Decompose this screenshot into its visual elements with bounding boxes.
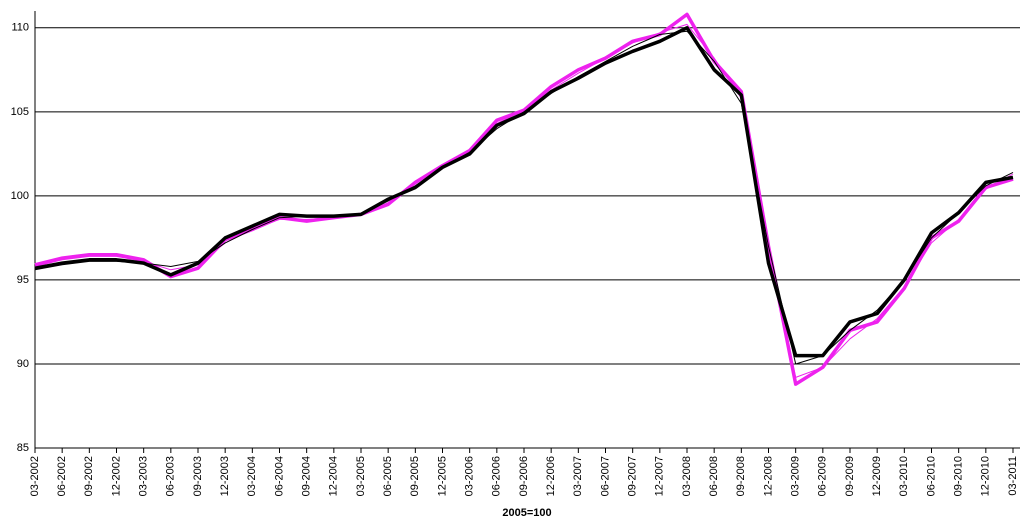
x-tick-label: 03-2007 xyxy=(572,456,584,496)
x-tick-label: 09-2003 xyxy=(192,456,204,496)
x-tick-label: 09-2004 xyxy=(301,456,313,496)
x-tick-label: 12-2003 xyxy=(219,456,231,496)
y-tick-label: 90 xyxy=(17,358,29,370)
x-tick-label: 09-2005 xyxy=(409,456,421,496)
x-tick-label: 03-2009 xyxy=(790,456,802,496)
x-tick-label: 03-2006 xyxy=(464,456,476,496)
x-tick-label: 03-2003 xyxy=(138,456,150,496)
x-tick-label: 06-2003 xyxy=(165,456,177,496)
base-note: 2005=100 xyxy=(502,507,551,519)
x-tick-label: 03-2011 xyxy=(1007,456,1019,496)
y-tick-label: 85 xyxy=(17,442,29,454)
x-tick-label: 12-2008 xyxy=(762,456,774,496)
x-tick-label: 12-2006 xyxy=(545,456,557,496)
x-tick-label: 03-2010 xyxy=(898,456,910,496)
x-tick-label: 12-2010 xyxy=(980,456,992,496)
x-tick-label: 06-2007 xyxy=(599,456,611,496)
y-tick-label: 110 xyxy=(11,22,29,34)
x-tick-label: 09-2006 xyxy=(518,456,530,496)
x-tick-label: 09-2009 xyxy=(844,456,856,496)
x-tick-label: 06-2005 xyxy=(382,456,394,496)
x-tick-label: 06-2008 xyxy=(708,456,720,496)
x-tick-label: 12-2007 xyxy=(654,456,666,496)
x-tick-label: 09-2002 xyxy=(83,456,95,496)
x-tick-label: 09-2010 xyxy=(953,456,965,496)
x-tick-label: 03-2008 xyxy=(681,456,693,496)
x-tick-label: 12-2009 xyxy=(871,456,883,496)
x-tick-label: 12-2004 xyxy=(328,456,340,496)
x-tick-label: 03-2004 xyxy=(246,456,258,496)
y-tick-label: 105 xyxy=(11,106,29,118)
x-tick-label: 06-2006 xyxy=(491,456,503,496)
y-tick-label: 95 xyxy=(17,274,29,286)
series-line xyxy=(34,26,1014,358)
x-tick-label: 12-2002 xyxy=(110,456,122,496)
x-tick-label: 06-2009 xyxy=(817,456,829,496)
series-line xyxy=(34,30,1014,365)
x-tick-label: 09-2007 xyxy=(627,456,639,496)
y-tick-label: 100 xyxy=(11,190,29,202)
x-tick-label: 06-2010 xyxy=(925,456,937,496)
x-tick-label: 12-2005 xyxy=(436,456,448,496)
x-tick-label: 09-2008 xyxy=(735,456,747,496)
x-tick-label: 06-2002 xyxy=(56,456,68,496)
x-tick-label: 03-2002 xyxy=(29,456,41,496)
x-tick-label: 06-2004 xyxy=(273,456,285,496)
series-line xyxy=(34,12,1014,386)
x-tick-label: 03-2005 xyxy=(355,456,367,496)
